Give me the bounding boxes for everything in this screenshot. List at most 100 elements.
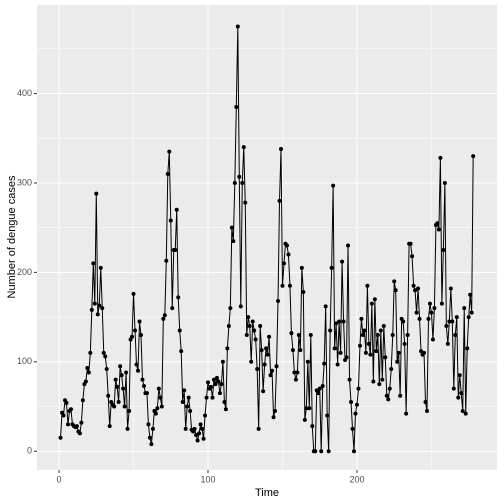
data-point (261, 389, 266, 394)
data-point (267, 334, 272, 339)
data-point (253, 337, 258, 342)
data-point (354, 402, 359, 407)
data-point (206, 380, 211, 385)
data-point (432, 306, 437, 311)
data-point (289, 331, 294, 336)
data-point (387, 386, 392, 391)
data-point (350, 426, 355, 431)
data-point (170, 306, 175, 311)
data-point (238, 304, 243, 309)
data-point (332, 346, 337, 351)
data-point (378, 328, 383, 333)
data-point (91, 261, 96, 266)
data-point (231, 239, 236, 244)
data-point (328, 328, 333, 333)
data-point (112, 404, 117, 409)
data-point (137, 319, 142, 324)
data-point (106, 393, 111, 398)
data-point (365, 283, 370, 288)
data-point (277, 198, 282, 203)
data-point (304, 406, 309, 411)
data-point (296, 332, 301, 337)
data-point (83, 379, 88, 384)
data-point (247, 324, 252, 329)
data-point (430, 337, 435, 342)
data-point (338, 350, 343, 355)
data-point (375, 332, 380, 337)
data-point (164, 258, 169, 263)
data-point (249, 359, 254, 364)
data-point (335, 362, 340, 367)
data-point (223, 407, 228, 412)
data-point (465, 346, 470, 351)
data-point (459, 391, 464, 396)
y-tick-label: 400 (17, 88, 32, 98)
data-point (445, 341, 450, 346)
data-point (186, 395, 191, 400)
data-point (305, 359, 310, 364)
data-point (414, 310, 419, 315)
data-point (103, 354, 108, 359)
data-point (156, 386, 161, 391)
data-point (417, 316, 422, 321)
panel (37, 5, 497, 470)
data-point (392, 279, 397, 284)
data-point (313, 449, 318, 454)
data-point (349, 400, 354, 405)
data-point (133, 328, 138, 333)
data-point (125, 426, 130, 431)
data-point (77, 431, 82, 436)
data-point (384, 393, 389, 398)
data-point (353, 411, 358, 416)
data-point (225, 346, 230, 351)
data-point (450, 319, 455, 324)
data-point (219, 382, 224, 387)
data-point (453, 332, 458, 337)
data-point (65, 422, 70, 427)
data-point (290, 348, 295, 353)
data-point (80, 398, 85, 403)
data-point (448, 286, 453, 291)
data-point (246, 315, 251, 320)
data-point (337, 319, 342, 324)
data-point (194, 433, 199, 438)
data-point (94, 191, 99, 196)
data-point (255, 366, 260, 371)
data-point (390, 332, 395, 337)
data-point (158, 395, 163, 400)
data-point (118, 364, 123, 369)
data-point (97, 303, 102, 308)
data-point (287, 283, 292, 288)
data-point (372, 297, 377, 302)
data-point (340, 259, 345, 264)
data-point (438, 155, 443, 160)
data-point (460, 408, 465, 413)
data-point (86, 370, 91, 375)
data-point (159, 404, 164, 409)
data-point (252, 328, 257, 333)
data-point (92, 301, 97, 306)
data-point (198, 422, 203, 427)
x-axis-title: Time (255, 487, 279, 499)
data-point (264, 346, 269, 351)
y-axis-title: Number of dengue cases (6, 175, 18, 298)
data-point (141, 383, 146, 388)
data-point (268, 373, 273, 378)
data-point (293, 377, 298, 382)
data-point (351, 449, 356, 454)
data-point (310, 424, 315, 429)
data-point (68, 407, 73, 412)
data-point (393, 288, 398, 293)
data-point (371, 379, 376, 384)
data-point (179, 349, 184, 354)
data-point (325, 413, 330, 418)
y-tick-label: 200 (17, 267, 32, 277)
data-point (250, 319, 255, 324)
data-point (427, 301, 432, 306)
data-point (153, 411, 158, 416)
data-point (113, 377, 118, 382)
data-point (134, 362, 139, 367)
data-point (270, 368, 275, 373)
data-point (396, 350, 401, 355)
